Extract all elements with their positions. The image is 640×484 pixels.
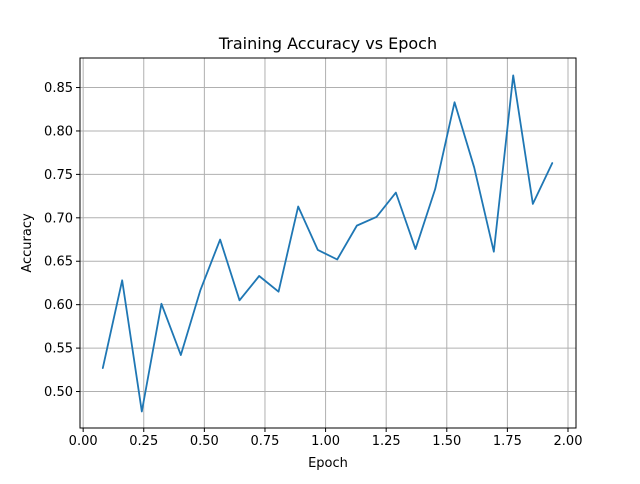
y-tick-label: 0.75 [44, 168, 73, 183]
x-tick-label: 0.25 [129, 434, 158, 449]
x-tick-label: 1.00 [311, 434, 340, 449]
x-tick-label: 1.25 [372, 434, 401, 449]
grid-layer [80, 58, 576, 428]
y-tick-label: 0.80 [44, 124, 73, 139]
series-layer [101, 74, 554, 413]
y-tick-label: 0.55 [44, 342, 73, 357]
y-axis-label: Accuracy [20, 213, 35, 273]
y-tick-label: 0.65 [44, 255, 73, 270]
y-tick-label: 0.70 [44, 211, 73, 226]
y-axis-ticks: 0.50 0.55 0.60 0.65 0.70 0.75 0.80 0.85 [44, 81, 80, 400]
y-tick-label: 0.60 [44, 298, 73, 313]
x-tick-label: 2.00 [554, 434, 583, 449]
x-axis-label: Epoch [308, 456, 348, 471]
x-tick-label: 0.75 [250, 434, 279, 449]
y-tick-label: 0.50 [44, 385, 73, 400]
x-tick-label: 0.50 [190, 434, 219, 449]
x-axis-ticks: 0.00 0.25 0.50 0.75 1.00 1.25 1.50 1.75 2.00 [69, 428, 583, 449]
plot-area-frame [79, 57, 577, 429]
x-tick-label: 0.00 [69, 434, 98, 449]
accuracy-series-line [101, 74, 554, 413]
y-tick-label: 0.85 [44, 81, 73, 96]
x-tick-label: 1.75 [493, 434, 522, 449]
chart-title: Training Accuracy vs Epoch [218, 34, 437, 53]
x-tick-label: 1.50 [432, 434, 461, 449]
